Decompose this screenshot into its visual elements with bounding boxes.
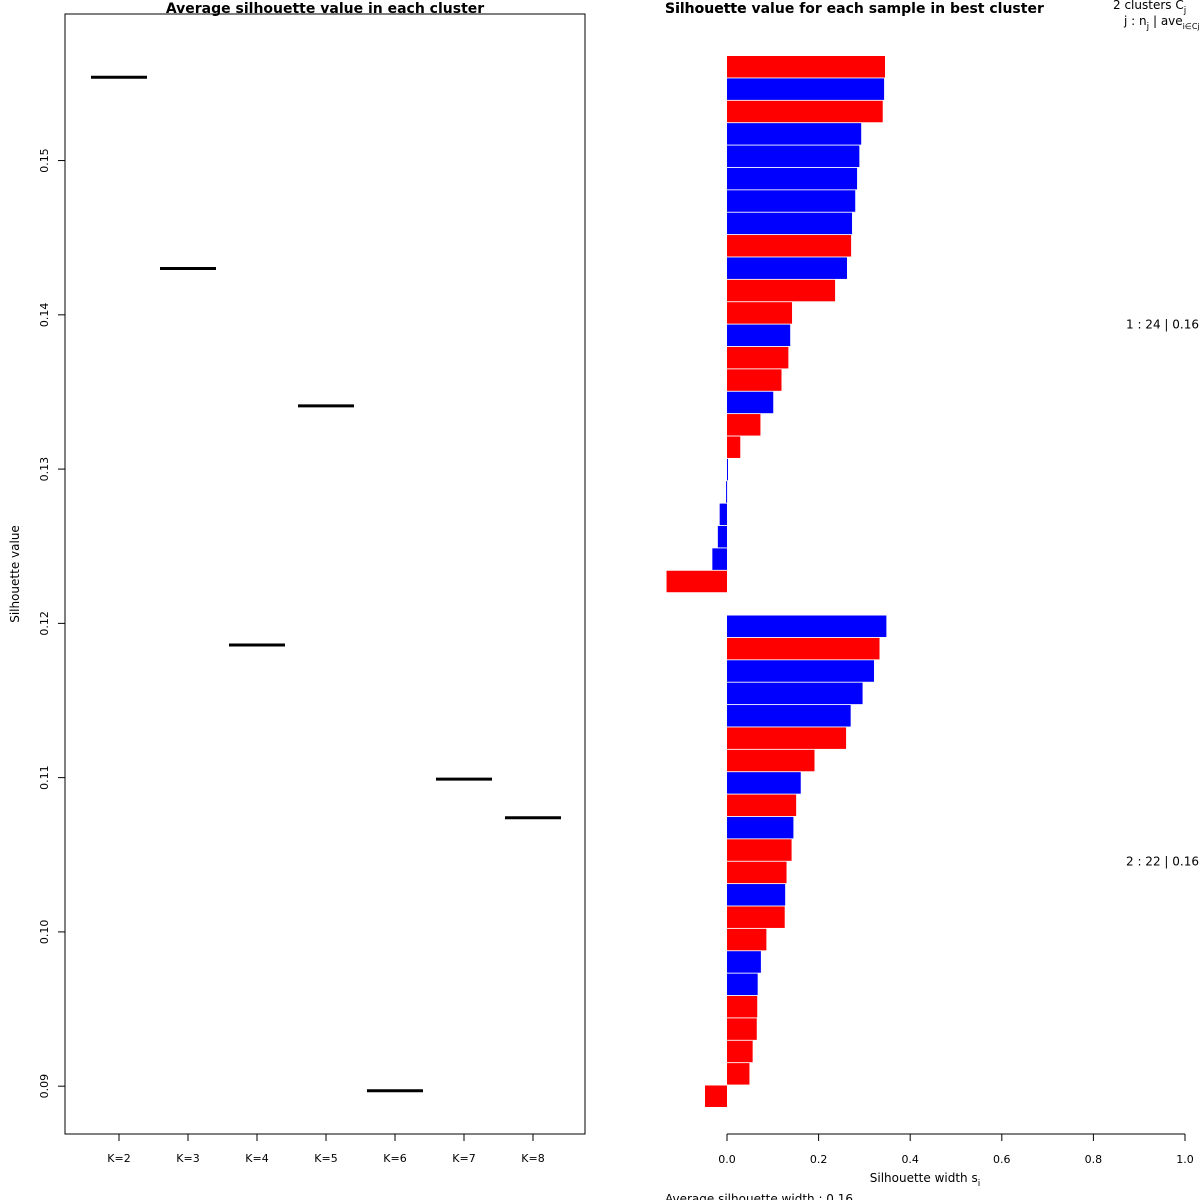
silhouette-bar-c2-13	[727, 884, 786, 906]
right-footer: Average silhouette width : 0.16	[665, 1192, 853, 1200]
silhouette-bar-c1-5	[727, 145, 860, 168]
right-chart-title-overlap: Silhouette	[665, 1, 747, 17]
right-x-axis-label-sub: i	[978, 1179, 981, 1189]
right-chart-title: Silhouette value for each sample in best…	[665, 1, 1044, 17]
right-x-tick-label: 0.6	[993, 1153, 1011, 1166]
silhouette-bar-c1-19	[727, 458, 728, 481]
right-x-tick-label: 0.8	[1085, 1153, 1103, 1166]
silhouette-bar-c1-8	[727, 212, 853, 235]
silhouette-bar-c2-5	[727, 705, 851, 727]
silhouette-bar-c1-3	[727, 100, 883, 123]
right-x-tick-label: 0.0	[718, 1153, 736, 1166]
left-x-tick-label: K=2	[107, 1152, 130, 1165]
header-line2-rest: | ave	[1149, 14, 1183, 28]
silhouette-bar-c1-14	[727, 346, 789, 369]
left-x-tick-label: K=6	[383, 1152, 406, 1165]
silhouette-bar-c1-23	[712, 548, 727, 570]
silhouette-bar-c2-15	[727, 928, 767, 951]
silhouette-bar-c1-10	[727, 257, 847, 279]
silhouette-bar-c2-9	[727, 794, 797, 817]
right-x-axis-label-text: Silhouette width s	[870, 1171, 978, 1185]
header-line2-text: j : n	[1123, 14, 1147, 28]
silhouette-bar-c1-13	[727, 324, 791, 347]
cluster-2-label: 2 : 22 | 0.16	[1126, 855, 1199, 869]
left-y-tick-label: 0.14	[38, 303, 51, 328]
header-line1-text: 2 clusters C	[1113, 0, 1184, 12]
silhouette-bar-c2-6	[727, 727, 847, 749]
right-x-axis: 0.0 0.2 0.4 0.6 0.8 1.0	[718, 1133, 1194, 1166]
left-y-tick-label: 0.09	[38, 1074, 51, 1099]
silhouette-bar-c1-4	[727, 123, 862, 145]
silhouette-bar-c1-12	[727, 302, 793, 324]
left-y-axis: 0.09 0.10 0.11 0.12 0.13 0.14 0.15	[38, 148, 65, 1098]
silhouette-bar-c2-22	[705, 1085, 727, 1107]
silhouette-bar-c2-18	[727, 995, 758, 1018]
left-x-tick-label: K=4	[245, 1152, 268, 1165]
header-line2-sub: j	[1146, 22, 1150, 32]
silhouette-bar-c1-17	[727, 414, 761, 436]
header-line2: j : nj | avei∈Cj s	[1123, 14, 1200, 32]
silhouette-bar-c2-10	[727, 816, 794, 839]
silhouette-bar-c2-20	[727, 1040, 753, 1063]
left-y-tick-label: 0.12	[38, 611, 51, 636]
left-y-tick-label: 0.13	[38, 457, 51, 482]
left-y-tick-label: 0.11	[38, 765, 51, 790]
silhouette-bar-c1-16	[727, 391, 774, 414]
silhouette-bar-c1-24	[666, 570, 727, 593]
left-x-tick-label: K=7	[452, 1152, 475, 1165]
right-header: 2 clusters Cj j : nj | avei∈Cj s	[1113, 0, 1200, 32]
left-panel: Average silhouette value in each cluster…	[8, 1, 586, 1165]
right-bars	[666, 56, 887, 1107]
silhouette-bar-c1-11	[727, 279, 836, 302]
cluster-1-label: 1 : 24 | 0.16	[1126, 318, 1199, 332]
header-line1: 2 clusters Cj	[1113, 0, 1186, 16]
silhouette-bar-c1-18	[727, 436, 741, 458]
left-plot-frame	[64, 13, 586, 1135]
silhouette-bar-c2-21	[727, 1063, 750, 1085]
silhouette-bar-c2-17	[727, 973, 758, 996]
silhouette-bar-c1-20	[726, 481, 728, 503]
silhouette-bar-c1-7	[727, 190, 856, 212]
silhouette-bar-c2-1	[727, 615, 887, 637]
silhouette-bar-c2-12	[727, 861, 787, 884]
left-x-tick-label: K=5	[314, 1152, 337, 1165]
silhouette-bar-c2-11	[727, 839, 792, 861]
right-x-tick-label: 0.2	[810, 1153, 828, 1166]
silhouette-bar-c2-4	[727, 682, 863, 705]
silhouette-bar-c2-8	[727, 772, 801, 794]
silhouette-bar-c1-1	[727, 56, 886, 78]
left-x-tick-label: K=3	[176, 1152, 199, 1165]
silhouette-bar-c1-6	[727, 167, 858, 190]
left-y-tick-label: 0.15	[38, 148, 51, 173]
left-chart-title: Average silhouette value in each cluster	[166, 1, 484, 17]
header-line2-sub2: i∈Cj	[1183, 22, 1200, 31]
left-y-tick-label: 0.10	[38, 920, 51, 945]
right-x-axis-label: Silhouette width si	[870, 1171, 981, 1189]
left-x-axis: K=2 K=3 K=4 K=5 K=6 K=7 K=8	[107, 1134, 545, 1165]
silhouette-bar-c2-7	[727, 749, 815, 772]
left-y-axis-label: Silhouette value	[8, 525, 22, 623]
silhouette-bar-c2-14	[727, 906, 785, 928]
silhouette-bar-c1-2	[727, 78, 885, 100]
right-panel: Silhouette Silhouette value for each sam…	[665, 0, 1200, 1200]
silhouette-bar-c2-16	[727, 951, 761, 973]
silhouette-bar-c2-19	[727, 1018, 757, 1040]
silhouette-bar-c1-15	[727, 369, 782, 391]
silhouette-bar-c1-9	[727, 235, 852, 257]
silhouette-bar-c2-2	[727, 637, 880, 660]
header-line1-sub: j	[1183, 6, 1187, 16]
right-x-tick-label: 1.0	[1176, 1153, 1194, 1166]
silhouette-bar-c1-21	[719, 503, 727, 526]
silhouette-bar-c2-3	[727, 660, 875, 682]
left-x-tick-label: K=8	[521, 1152, 544, 1165]
silhouette-bar-c1-22	[717, 525, 727, 548]
right-x-tick-label: 0.4	[901, 1153, 919, 1166]
left-marks	[91, 75, 561, 1093]
right-cluster-labels: 1 : 24 | 0.16 2 : 22 | 0.16	[1126, 318, 1199, 869]
